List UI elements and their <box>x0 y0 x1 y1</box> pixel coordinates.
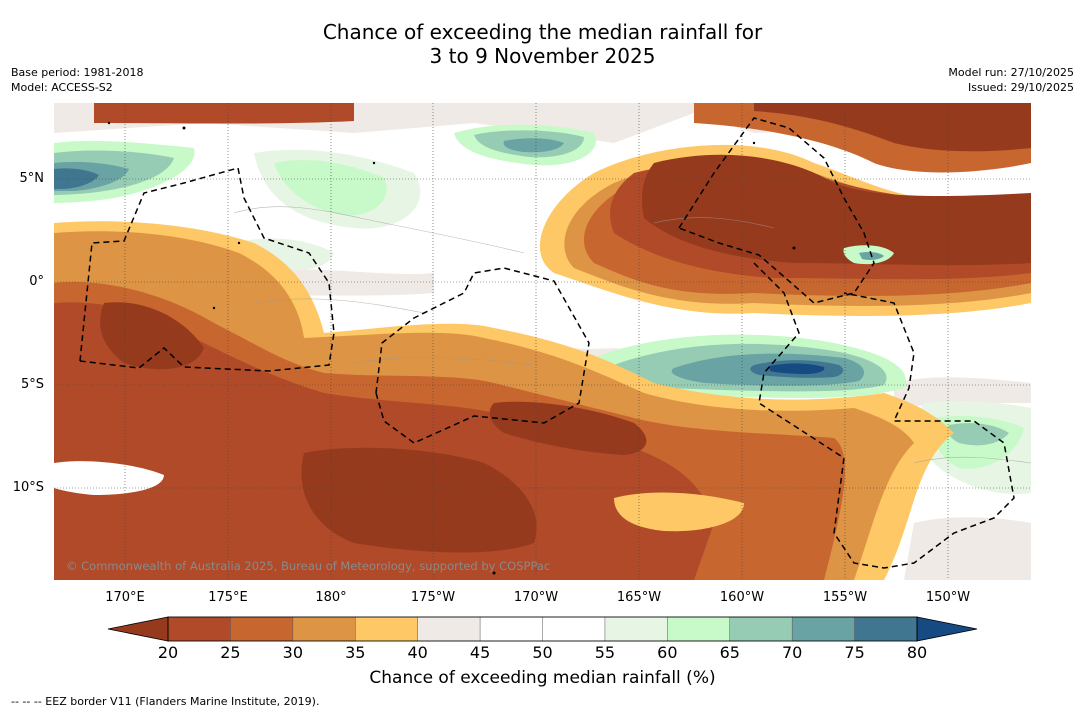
graticule <box>54 103 1031 580</box>
colorbar-cell <box>854 616 918 642</box>
rainfall-map <box>54 103 1031 580</box>
colorbar-cell <box>667 616 731 642</box>
lon-label-155w: 155°W <box>822 590 868 605</box>
colorbar-cell <box>292 616 356 642</box>
colorbar-cell <box>729 616 793 642</box>
lat-label-10s: 10°S <box>12 480 44 495</box>
title-line-1: Chance of exceeding the median rainfall … <box>322 20 763 44</box>
metadata-left: Base period: 1981-2018 Model: ACCESS-S2 <box>11 65 143 95</box>
metadata-right: Model run: 27/10/2025 Issued: 29/10/2025 <box>948 65 1074 95</box>
colorbar-under-arrow <box>107 616 169 642</box>
colorbar-tick-label: 70 <box>781 643 803 662</box>
colorbar-cell <box>604 616 669 642</box>
dry-band-north <box>94 103 1031 316</box>
lat-label-5s: 5°S <box>20 377 44 392</box>
lon-label-175w: 175°W <box>410 590 456 605</box>
lon-label-170e: 170°E <box>105 590 145 605</box>
colorbar-tick-label: 30 <box>282 643 303 662</box>
colorbar-tick-label: 40 <box>407 643 428 662</box>
colorbar-over-arrow <box>916 616 978 642</box>
island-dots <box>107 121 796 575</box>
map-canvas <box>54 103 1031 580</box>
colorbar-tick-label: 45 <box>469 643 491 662</box>
colorbar-tick-label: 65 <box>719 643 740 662</box>
colorbar-tick-label: 25 <box>220 643 241 662</box>
lat-label-0: 0° <box>29 274 44 289</box>
lon-label-165w: 165°W <box>616 590 662 605</box>
colorbar-tick-label: 60 <box>657 643 678 662</box>
colorbar-frame <box>167 616 918 642</box>
colorbar-cell <box>479 616 544 642</box>
contour-lines <box>233 206 1031 464</box>
colorbar-cell <box>230 616 294 642</box>
lon-label-170w: 170°W <box>513 590 559 605</box>
model-name: Model: ACCESS-S2 <box>11 81 113 94</box>
wet-patches-north <box>54 124 1031 494</box>
model-run: Model run: 27/10/2025 <box>948 66 1074 79</box>
colorbar-cell <box>542 616 606 642</box>
colorbar-cell <box>355 616 419 642</box>
map-title: Chance of exceeding the median rainfall … <box>0 20 1085 68</box>
title-line-2: 3 to 9 November 2025 <box>429 44 656 68</box>
colorbar-tick-label: 80 <box>906 643 928 662</box>
lon-label-160w: 160°W <box>719 590 765 605</box>
copyright-notice: © Commonwealth of Australia 2025, Bureau… <box>66 559 551 573</box>
issued-date: Issued: 29/10/2025 <box>967 81 1074 94</box>
eez-legend-note: -- -- -- EEZ border V11 (Flanders Marine… <box>11 695 320 708</box>
eez-borders <box>79 117 1015 569</box>
colorbar-cell <box>167 616 232 642</box>
colorbar-tick-label: 55 <box>594 643 616 662</box>
lon-label-175e: 175°E <box>208 590 248 605</box>
colorbar <box>107 616 978 642</box>
colorbar-tick-label: 75 <box>844 643 865 662</box>
colorbar-label: Chance of exceeding median rainfall (%) <box>369 668 716 688</box>
colorbar-tick-label: 35 <box>345 643 366 662</box>
lon-label-180: 180° <box>315 590 347 605</box>
wet-band-south <box>592 334 906 398</box>
base-period: Base period: 1981-2018 <box>11 66 144 79</box>
dry-region-south <box>54 221 1031 580</box>
colorbar-cell <box>791 616 856 642</box>
colorbar-cell <box>417 616 481 642</box>
colorbar-tick-label: 50 <box>532 643 553 662</box>
lat-label-5n: 5°N <box>19 171 45 186</box>
colorbar-tick-label: 20 <box>157 643 179 662</box>
lon-label-150w: 150°W <box>925 590 971 605</box>
